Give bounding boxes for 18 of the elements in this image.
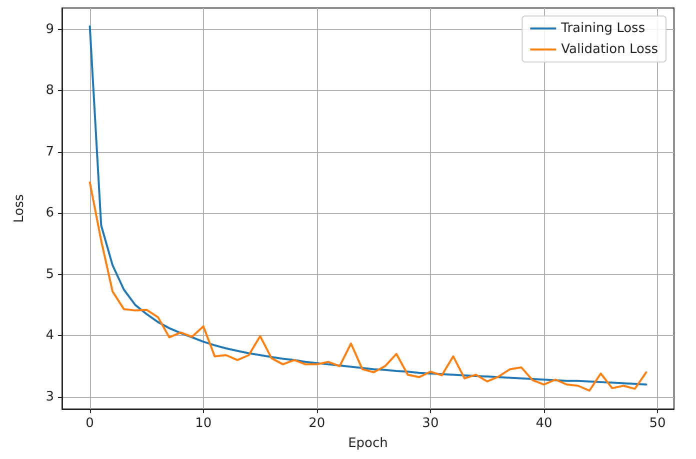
x-tick-label: 40 — [536, 416, 552, 431]
x-tick-label: 10 — [195, 416, 212, 431]
legend-label: Validation Loss — [561, 42, 658, 57]
line-series — [88, 181, 648, 392]
y-tick-label: 6 — [46, 206, 54, 221]
x-axis-title: Epoch — [348, 436, 388, 451]
x-tick-label: 0 — [86, 416, 94, 431]
y-tick-label: 3 — [46, 389, 54, 404]
x-tick-label: 50 — [649, 416, 666, 431]
y-tick-label: 5 — [46, 266, 54, 282]
x-tick-label: 30 — [422, 416, 439, 431]
y-tick-label: 9 — [46, 22, 54, 37]
y-tick-label: 7 — [46, 144, 54, 160]
y-tick-label: 8 — [46, 83, 54, 98]
legend-label: Training Loss — [560, 21, 646, 36]
x-tick-label: 20 — [308, 416, 326, 431]
y-axis-title: Loss — [12, 194, 27, 223]
y-tick-label: 4 — [46, 328, 54, 344]
